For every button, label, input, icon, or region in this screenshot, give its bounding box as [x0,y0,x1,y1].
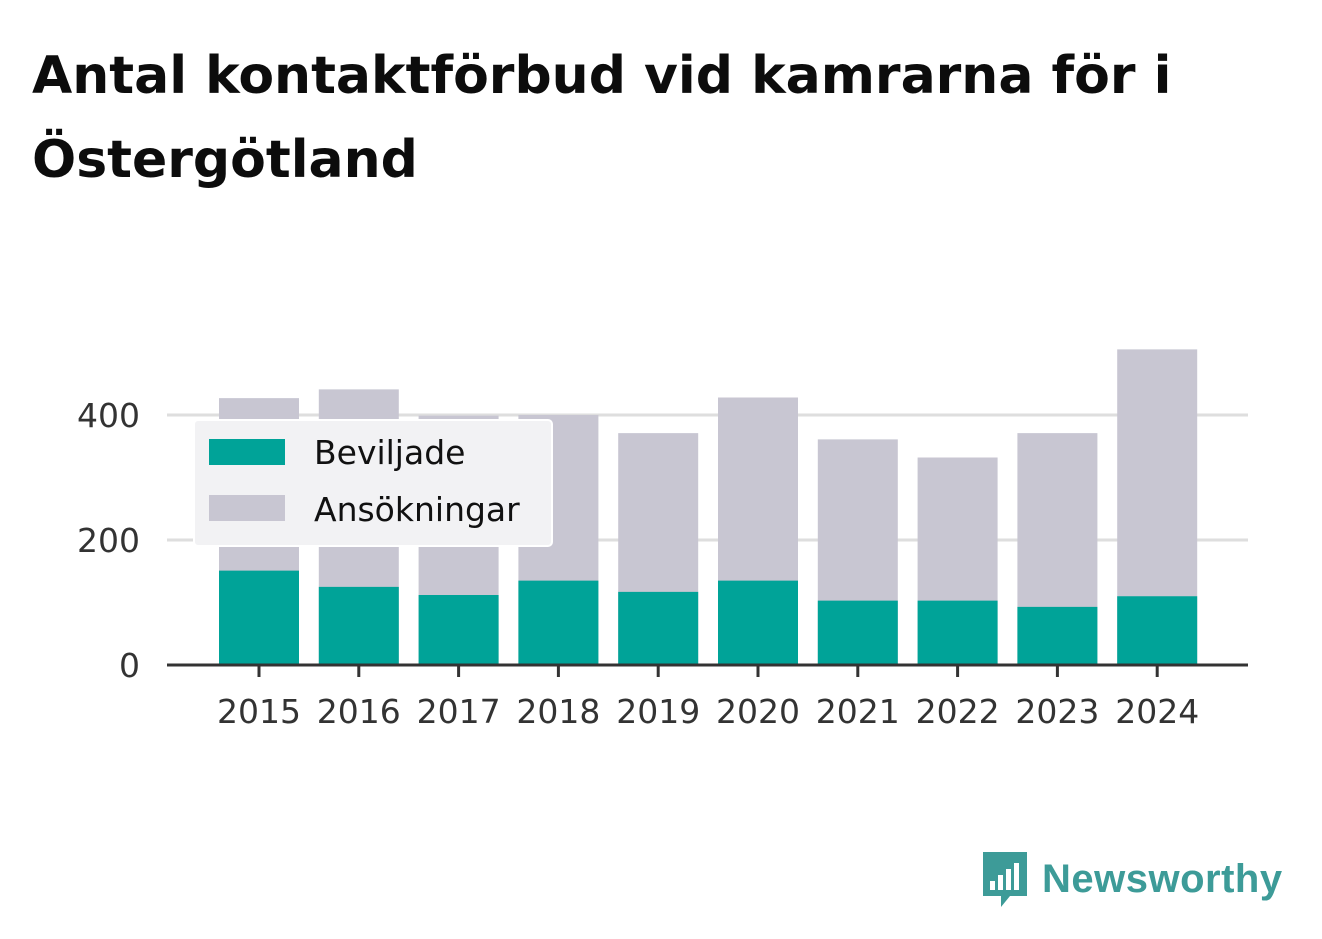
x-tick-label-2015: 2015 [217,692,301,731]
x-tick-label-2018: 2018 [516,692,600,731]
x-tick-label-2023: 2023 [1015,692,1099,731]
x-tick-label-2022: 2022 [916,692,1000,731]
legend-label-ansokningar: Ansökningar [314,490,520,529]
bar-beviljade-2021 [817,600,898,665]
x-tick-label-2020: 2020 [716,692,800,731]
x-tick-label-2016: 2016 [317,692,401,731]
bar-beviljade-2017 [418,595,499,665]
brand-name: Newsworthy [1042,856,1283,901]
y-tick-label: 200 [77,521,140,560]
chart-title: Antal kontaktförbud vid kamrarna för i Ö… [32,46,1172,190]
series-beviljade [219,570,1198,665]
bar-beviljade-2018 [518,580,599,665]
bar-beviljade-2015 [219,570,299,665]
bar-beviljade-2023 [1017,606,1098,665]
legend: Beviljade Ansökningar [193,419,553,547]
legend-label-beviljade: Beviljade [314,433,465,472]
bar-beviljade-2020 [718,580,798,665]
bar-beviljade-2024 [1117,596,1198,665]
x-tick-label-2017: 2017 [417,692,501,731]
x-tick-label-2024: 2024 [1115,692,1199,731]
x-tick-label-2021: 2021 [816,692,900,731]
bar-beviljade-2022 [917,600,998,665]
y-tick-label: 400 [77,396,140,435]
legend-swatch-beviljade [209,439,285,465]
y-tick-label: 0 [119,646,140,685]
brand-logo: Newsworthy [980,848,1283,910]
bar-beviljade-2016 [318,586,399,665]
bar-beviljade-2019 [618,591,699,665]
axis-labels: 0 200 400 2015 2016 2017 2018 2019 2020 2021 2022 2… [77,396,1199,731]
newsworthy-logo-icon [983,852,1027,907]
x-tick-label-2019: 2019 [616,692,700,731]
legend-swatch-ansokningar [209,495,285,521]
